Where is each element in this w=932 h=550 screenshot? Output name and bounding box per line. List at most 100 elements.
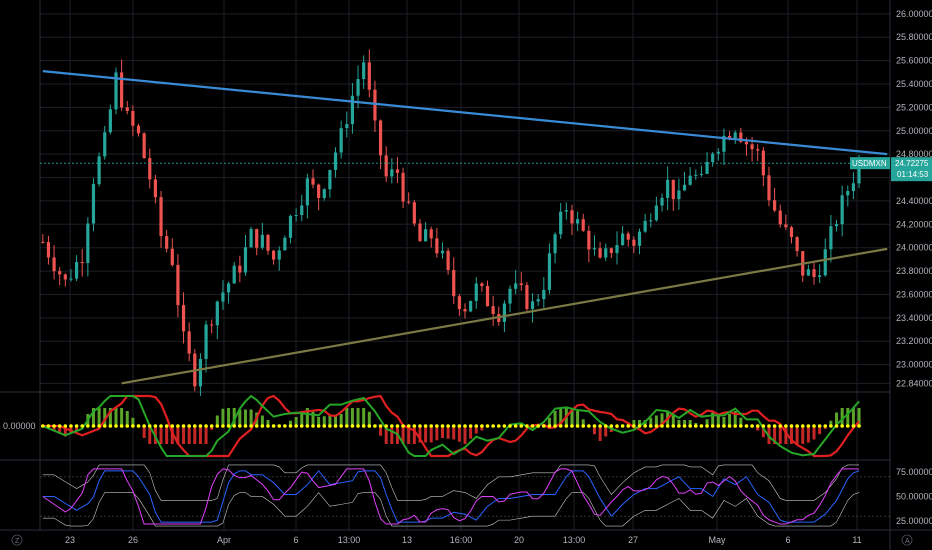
candle-body (277, 250, 281, 260)
candle-body (739, 132, 743, 142)
candle-body (300, 205, 304, 215)
candle-body (255, 229, 259, 248)
timezone-icon[interactable] (11, 534, 23, 546)
zero-dot (102, 424, 107, 428)
time-tick-label: 27 (628, 535, 638, 545)
candle-body (834, 224, 839, 227)
candle-body (592, 248, 597, 250)
zero-dot (305, 424, 310, 428)
candle-body (519, 283, 523, 286)
histogram-bar (52, 426, 56, 432)
histogram-bar (553, 411, 557, 426)
histogram-bar (598, 426, 602, 441)
histogram-bar (120, 408, 124, 426)
time-tick-label: Apr (217, 535, 231, 545)
zero-dot (86, 424, 90, 428)
zero-dot (142, 424, 146, 428)
trendlines[interactable] (42, 70, 888, 385)
histogram-bar (114, 408, 118, 426)
candle-body (547, 253, 552, 290)
histogram-bar (412, 426, 416, 444)
time-tick-label: 13 (402, 535, 412, 545)
candle-body (97, 156, 101, 185)
candle-body (131, 110, 135, 126)
histogram-bar (300, 411, 304, 426)
zero-dot (440, 424, 445, 428)
zero-dot (812, 424, 816, 428)
zero-dot (412, 424, 417, 428)
histogram-bar (103, 408, 107, 426)
candle-body (756, 149, 760, 151)
zero-dot (119, 424, 124, 428)
candle-body (243, 247, 248, 273)
histogram-bar (334, 414, 338, 426)
histogram-bar (390, 426, 394, 444)
candle-body (671, 179, 675, 200)
zero-dot (739, 424, 743, 428)
histogram-bar (440, 426, 444, 438)
zero-dot (823, 424, 828, 428)
candle-body (165, 236, 169, 249)
candle-body (463, 309, 467, 312)
rsi-line (42, 468, 860, 525)
zero-dot (193, 424, 197, 428)
histogram-bar (91, 408, 95, 426)
zero-dot (598, 424, 602, 428)
candle-body (153, 179, 157, 198)
zero-dot (232, 424, 237, 428)
auto-scale-icon[interactable] (901, 534, 913, 546)
histogram-bar (58, 426, 62, 434)
time-tick-label: 6 (293, 535, 298, 545)
candle-body (58, 271, 62, 275)
zero-dot (525, 424, 529, 428)
candle-body (238, 265, 242, 273)
zero-dot (581, 424, 586, 428)
histogram-bar (761, 426, 765, 438)
histogram-bar (446, 426, 450, 439)
candle-body (666, 179, 670, 198)
last-price-label: 24.72275 (895, 159, 929, 168)
candle-body (457, 296, 461, 310)
candle-body (581, 219, 585, 231)
histogram-bar (260, 415, 264, 426)
zero-dot (226, 424, 231, 428)
time-axis[interactable]: 23 26 Apr 6 13:00 13 16:00 20 13:00 27 May 6 11 (65, 535, 862, 545)
histogram-bar (322, 416, 326, 426)
candle-body (272, 250, 276, 260)
time-tick-label: 26 (128, 535, 138, 545)
zero-dot (817, 424, 822, 428)
histogram-bar (367, 411, 371, 426)
histogram-bar (142, 426, 146, 438)
rsi-pane[interactable] (40, 464, 890, 527)
candle-body (806, 269, 810, 276)
histogram-bar (722, 417, 726, 426)
candle-body (469, 300, 473, 312)
candle-body (570, 210, 574, 224)
zero-dot (322, 424, 327, 428)
zero-dot (401, 424, 405, 428)
zero-dot (446, 424, 450, 428)
candle-body (322, 189, 326, 199)
zero-dot (806, 424, 811, 428)
histogram-bar (435, 426, 439, 441)
candle-body (260, 234, 264, 248)
histogram-bar (75, 426, 79, 432)
histogram-bar (221, 408, 225, 426)
candle-body (226, 283, 231, 293)
zero-dot (519, 424, 524, 428)
zero-dot (463, 424, 467, 428)
histogram-bar (474, 426, 478, 434)
zero-dot (159, 424, 163, 428)
candle-body (716, 151, 720, 154)
rsi-tick-label: 50.00000 (896, 491, 932, 501)
zero-dot (609, 424, 614, 428)
zero-dot (350, 424, 355, 428)
price-tick-label: 26.00000 (896, 9, 932, 19)
histogram-bar (812, 426, 816, 440)
candle-body (103, 132, 107, 157)
zero-dot (74, 424, 79, 428)
zero-dot (699, 424, 704, 428)
zero-dot (682, 424, 687, 428)
oscillator-pane[interactable] (41, 394, 861, 458)
